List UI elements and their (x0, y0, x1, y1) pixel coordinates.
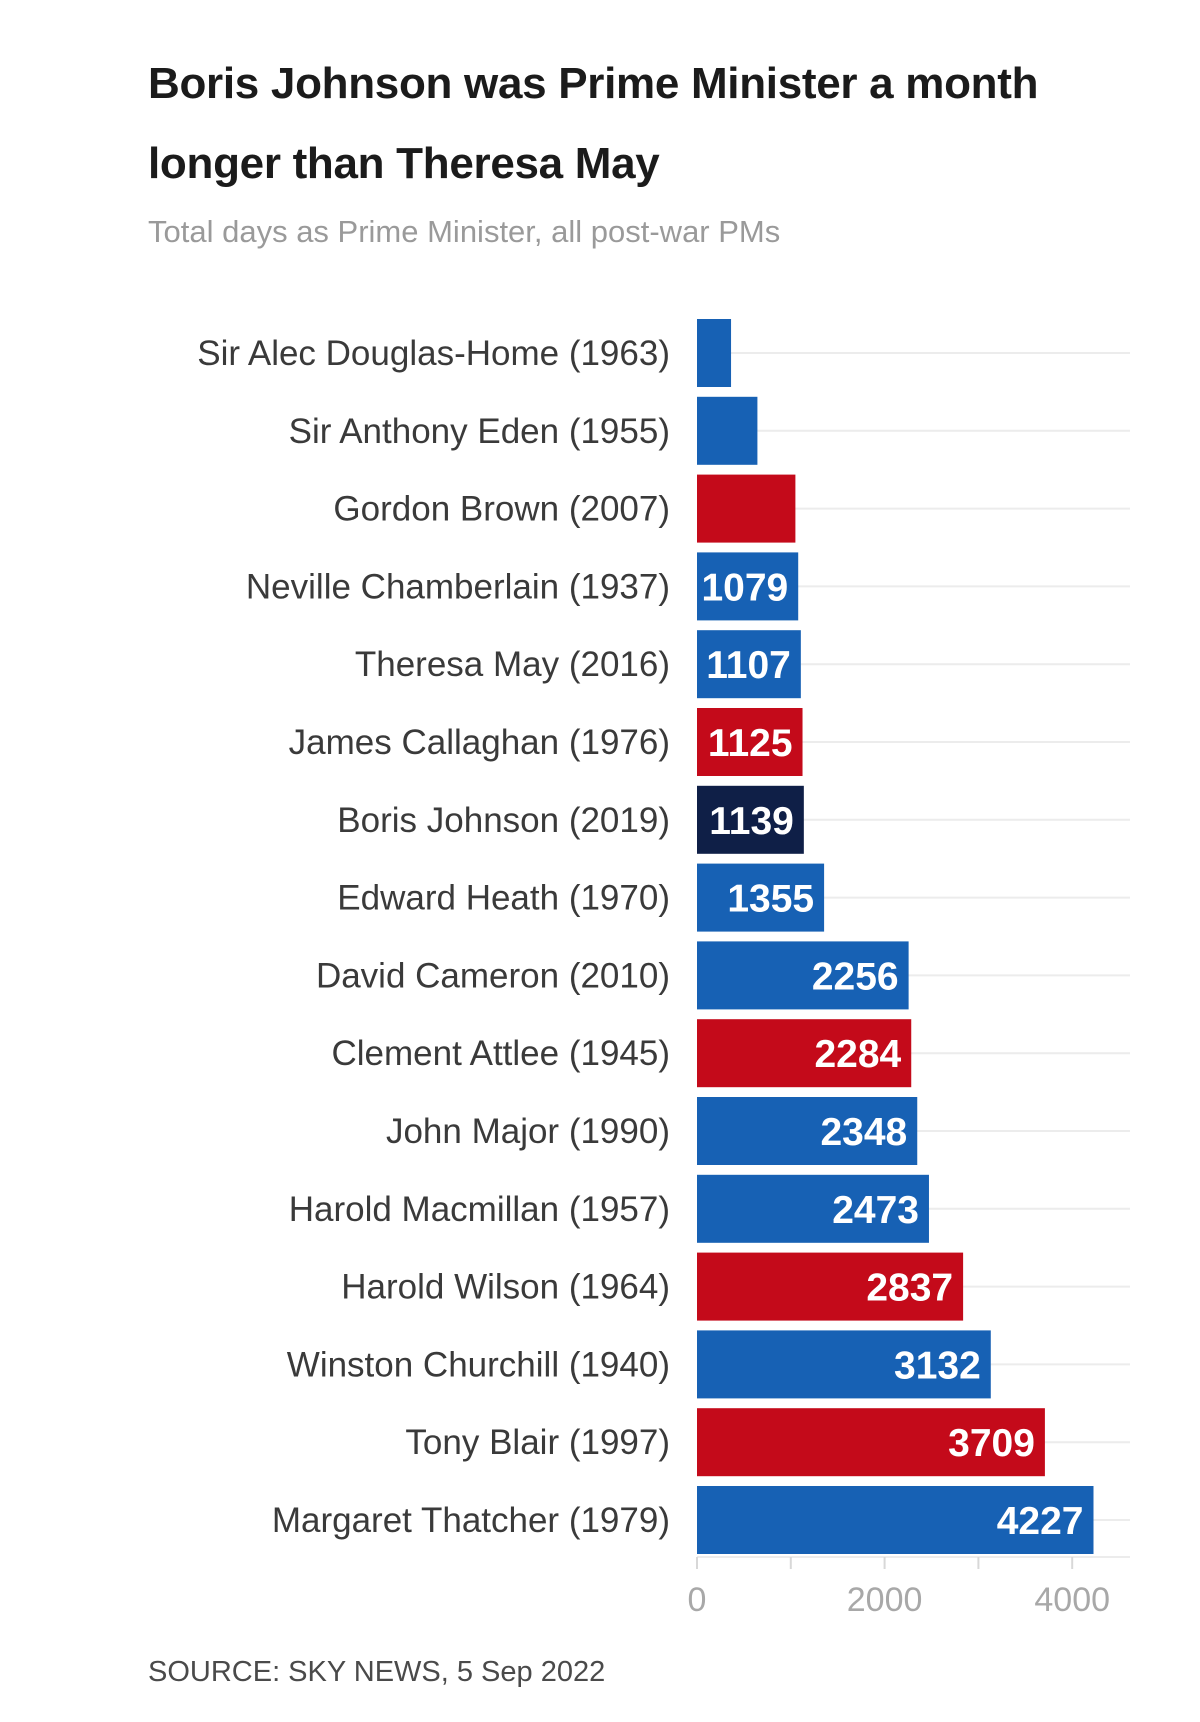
value-label: 3709 (948, 1422, 1035, 1465)
bar (697, 863, 825, 932)
source-note: SOURCE: SKY NEWS, 5 Sep 2022 (148, 1656, 606, 1688)
bar (697, 1486, 1094, 1554)
value-label: 2837 (866, 1267, 953, 1310)
value-label: 4227 (997, 1500, 1084, 1543)
bar (697, 1097, 918, 1165)
category-label: Margaret Thatcher (1979) (272, 1501, 670, 1540)
category-label: Clement Attlee (1945) (331, 1034, 670, 1073)
bar (697, 785, 804, 854)
bar (697, 1330, 991, 1399)
bar (697, 941, 909, 1010)
value-label: 2284 (814, 1033, 901, 1076)
value-label: 1079 (701, 566, 788, 609)
chart-subtitle: Total days as Prime Minister, all post-w… (148, 214, 781, 249)
category-label: Tony Blair (1997) (405, 1423, 670, 1462)
bar (697, 1019, 912, 1088)
category-label: Harold Wilson (1964) (341, 1268, 670, 1307)
bar-chart: Sir Alec Douglas-Home (1963) Sir Anthony … (197, 319, 1130, 1619)
category-label: Boris Johnson (2019) (337, 801, 670, 840)
value-label: 1107 (706, 644, 791, 687)
value-label: 1355 (727, 878, 814, 921)
category-label: Edward Heath (1970) (337, 879, 670, 918)
category-label: James Callaghan (1976) (289, 723, 670, 762)
category-label: Harold Macmillan (1957) (289, 1190, 670, 1229)
bar (697, 708, 803, 776)
x-tick-label: 2000 (847, 1581, 923, 1619)
value-label: 1139 (709, 800, 794, 843)
x-tick-label: 0 (688, 1581, 707, 1619)
bar (697, 630, 801, 699)
value-label: 3132 (894, 1344, 981, 1387)
bar (697, 396, 758, 465)
category-label: John Major (1990) (386, 1112, 670, 1151)
bar (697, 474, 796, 543)
category-label: David Cameron (2010) (316, 956, 670, 995)
bar (697, 1408, 1045, 1477)
category-label: Neville Chamberlain (1937) (246, 567, 670, 606)
bar (697, 552, 799, 621)
value-label: 2348 (820, 1111, 907, 1154)
value-label: 2256 (812, 955, 899, 998)
category-label: Gordon Brown (2007) (333, 490, 670, 529)
category-label: Theresa May (2016) (355, 645, 670, 684)
chart-title: Boris Johnson was Prime Minister a month… (148, 59, 1039, 188)
x-tick-label: 4000 (1034, 1581, 1110, 1619)
bar (697, 319, 732, 387)
category-label: Winston Churchill (1940) (287, 1345, 670, 1384)
value-label: 1125 (708, 722, 793, 765)
value-label: 2473 (832, 1189, 919, 1232)
category-label: Sir Anthony Eden (1955) (289, 412, 670, 451)
bar (697, 1252, 964, 1321)
bar (697, 1174, 929, 1243)
category-label: Sir Alec Douglas-Home (1963) (197, 334, 670, 373)
